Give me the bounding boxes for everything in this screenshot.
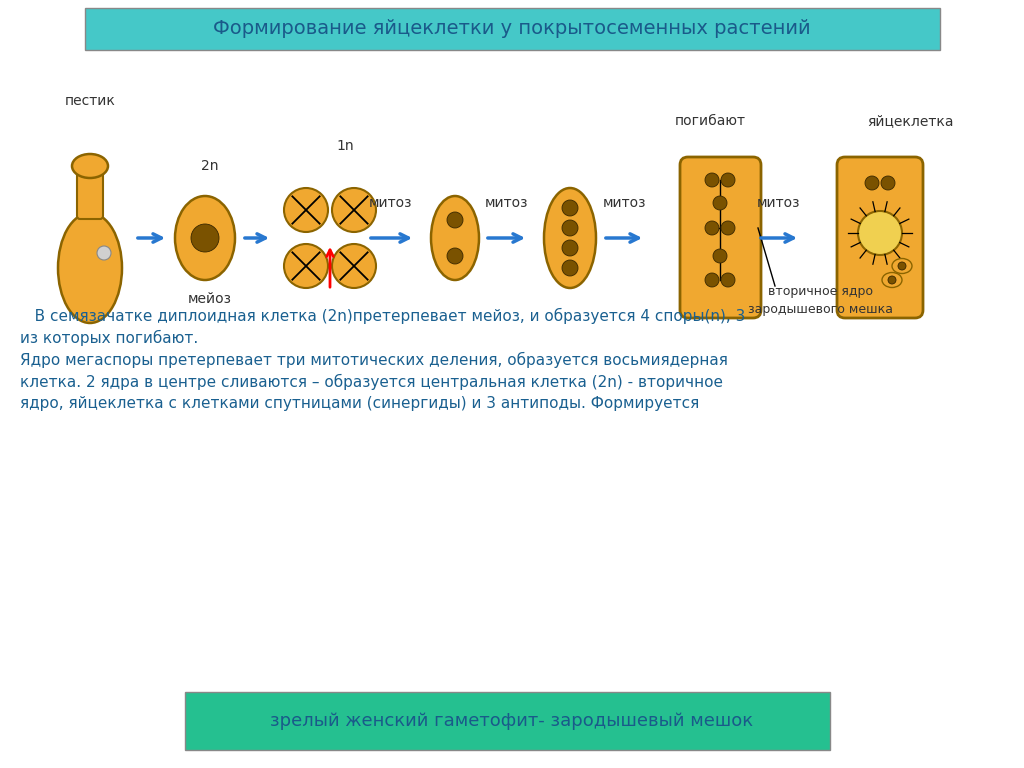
Circle shape: [705, 221, 719, 235]
Ellipse shape: [332, 188, 376, 232]
Text: зрелый женский гаметофит- зародышевый мешок: зрелый женский гаметофит- зародышевый ме…: [270, 712, 754, 730]
Circle shape: [858, 211, 902, 255]
Text: ядро, яйцеклетка с клетками спутницами (синергиды) и 3 антиподы. Формируется: ядро, яйцеклетка с клетками спутницами (…: [20, 396, 699, 411]
Ellipse shape: [332, 244, 376, 288]
Ellipse shape: [284, 188, 328, 232]
Circle shape: [562, 240, 578, 256]
Circle shape: [562, 220, 578, 236]
Text: митоз: митоз: [484, 196, 527, 210]
Circle shape: [888, 276, 896, 284]
Ellipse shape: [882, 273, 902, 287]
Ellipse shape: [284, 244, 328, 288]
Circle shape: [881, 176, 895, 190]
Ellipse shape: [892, 259, 912, 273]
Text: погибают: погибают: [675, 114, 745, 128]
Ellipse shape: [72, 154, 108, 178]
Text: Ядро мегаспоры претерпевает три митотических деления, образуется восьмиядерная: Ядро мегаспоры претерпевает три митотиче…: [20, 352, 728, 368]
Circle shape: [721, 221, 735, 235]
Ellipse shape: [544, 188, 596, 288]
Circle shape: [721, 273, 735, 287]
Ellipse shape: [58, 213, 122, 323]
Ellipse shape: [431, 196, 479, 280]
Circle shape: [447, 248, 463, 264]
FancyBboxPatch shape: [680, 157, 761, 318]
Text: митоз: митоз: [758, 196, 801, 210]
Ellipse shape: [175, 196, 234, 280]
Text: зародышевого мешка: зародышевого мешка: [748, 303, 893, 316]
Circle shape: [721, 173, 735, 187]
Circle shape: [713, 196, 727, 210]
Circle shape: [447, 212, 463, 228]
Text: 2n: 2n: [202, 159, 219, 173]
Circle shape: [713, 249, 727, 263]
Text: вторичное ядро: вторичное ядро: [768, 285, 872, 298]
Circle shape: [97, 246, 111, 260]
Circle shape: [562, 200, 578, 216]
Text: из которых погибают.: из которых погибают.: [20, 330, 199, 346]
Text: митоз: митоз: [370, 196, 413, 210]
FancyBboxPatch shape: [837, 157, 923, 318]
Text: яйцеклетка: яйцеклетка: [866, 114, 953, 128]
Text: клетка. 2 ядра в центре сливаются – образуется центральная клетка (2n) - вторичн: клетка. 2 ядра в центре сливаются – обра…: [20, 374, 723, 390]
Text: 1n: 1n: [336, 139, 354, 153]
Circle shape: [705, 273, 719, 287]
Circle shape: [705, 173, 719, 187]
Circle shape: [865, 176, 879, 190]
Circle shape: [191, 224, 219, 252]
Text: В семязачатке диплоидная клетка (2n)претерпевает мейоз, и образуется 4 споры(n),: В семязачатке диплоидная клетка (2n)прет…: [20, 308, 745, 324]
Text: мейоз: мейоз: [188, 292, 232, 306]
Text: Формирование яйцеклетки у покрытосеменных растений: Формирование яйцеклетки у покрытосеменны…: [213, 19, 811, 38]
Circle shape: [898, 262, 906, 270]
Text: митоз: митоз: [602, 196, 646, 210]
FancyBboxPatch shape: [185, 692, 830, 750]
FancyBboxPatch shape: [77, 171, 103, 219]
Circle shape: [562, 260, 578, 276]
Text: пестик: пестик: [65, 94, 116, 108]
FancyBboxPatch shape: [85, 8, 940, 50]
